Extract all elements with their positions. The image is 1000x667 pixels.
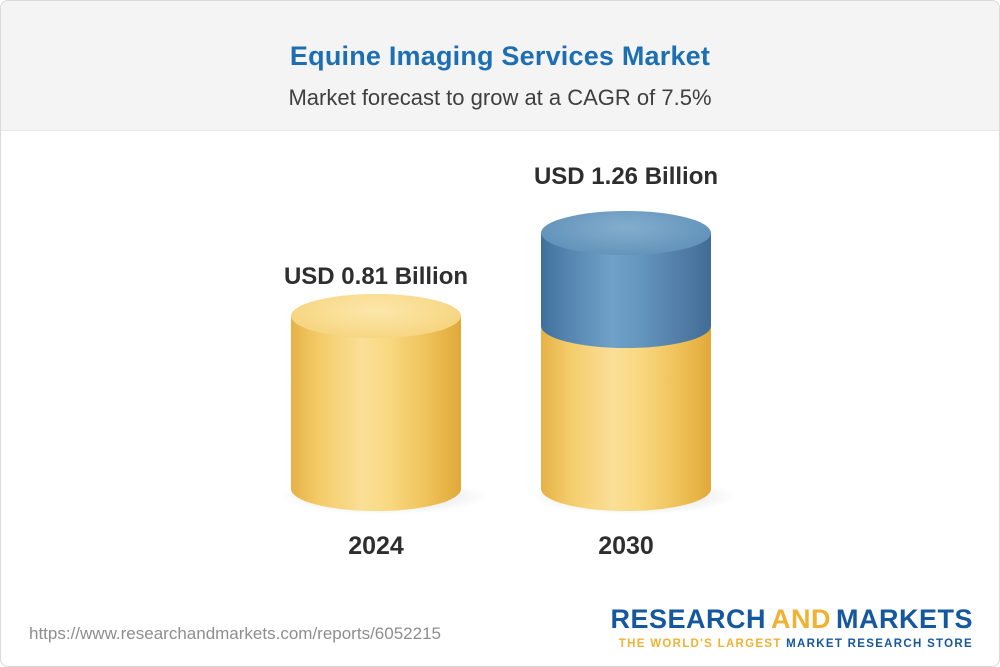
bar-2024-top-face — [291, 294, 461, 338]
logo-word-markets: MARKETS — [836, 604, 973, 634]
value-label-2030: USD 1.26 Billion — [533, 163, 719, 190]
bar-2030-top-face — [541, 211, 711, 255]
page-title: Equine Imaging Services Market — [289, 41, 711, 71]
logo-tagline-left: THE WORLD'S LARGEST — [618, 638, 787, 650]
logo-word-and: AND — [771, 604, 831, 634]
chart-header: Equine Imaging Services Market Market fo… — [1, 1, 999, 131]
report-url-link[interactable]: https://www.researchandmarkets.com/repor… — [29, 624, 441, 643]
logo-tagline: THE WORLD'S LARGEST MARKET RESEARCH STOR… — [610, 638, 973, 650]
x-axis-label-2024: 2024 — [348, 532, 404, 560]
value-label-2024: USD 0.81 Billion — [283, 263, 469, 290]
logo-wordmark: RESEARCH AND MARKETS — [610, 604, 973, 635]
research-and-markets-logo[interactable]: RESEARCH AND MARKETS THE WORLD'S LARGEST M… — [610, 604, 973, 650]
chart-area: USD 0.81 Billion USD 1.26 Billion 2024 2… — [1, 132, 999, 576]
logo-tagline-right: MARKET RESEARCH STORE — [786, 638, 973, 650]
page-subtitle: Market forecast to grow at a CAGR of 7.5… — [288, 85, 712, 110]
x-axis-label-2030: 2030 — [598, 532, 654, 560]
bar-2024-body — [291, 316, 461, 511]
logo-word-research: RESEARCH — [610, 604, 766, 634]
